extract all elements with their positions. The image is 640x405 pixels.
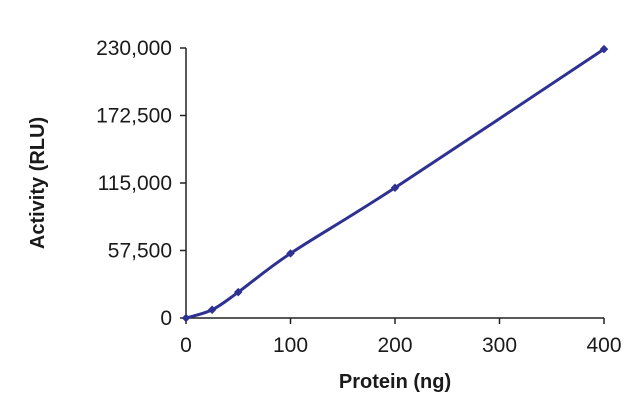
series-group xyxy=(181,44,609,323)
x-axis-title: Protein (ng) xyxy=(339,371,451,393)
y-tick-label: 0 xyxy=(160,307,172,330)
data-point xyxy=(207,305,217,315)
y-tick-label: 172,500 xyxy=(96,105,172,128)
x-tick-label: 200 xyxy=(377,334,412,357)
y-tick-label: 115,000 xyxy=(98,172,172,195)
y-ticks: 0 57,500 115,000 172,500 230,000 xyxy=(96,37,186,330)
axes xyxy=(185,48,604,319)
y-tick-label: 230,000 xyxy=(96,37,172,60)
x-tick-label: 400 xyxy=(586,334,621,357)
data-point xyxy=(234,287,243,297)
data-point xyxy=(181,313,191,323)
y-axis-title: Activity (RLU) xyxy=(27,117,49,249)
x-tick-label: 300 xyxy=(482,334,517,357)
x-ticks: 0 100 200 300 400 xyxy=(180,318,622,357)
y-tick-label: 57,500 xyxy=(108,240,172,263)
data-point xyxy=(390,183,400,192)
data-point xyxy=(286,249,295,258)
x-tick-label: 100 xyxy=(273,334,308,357)
x-tick-label: 0 xyxy=(180,334,192,357)
